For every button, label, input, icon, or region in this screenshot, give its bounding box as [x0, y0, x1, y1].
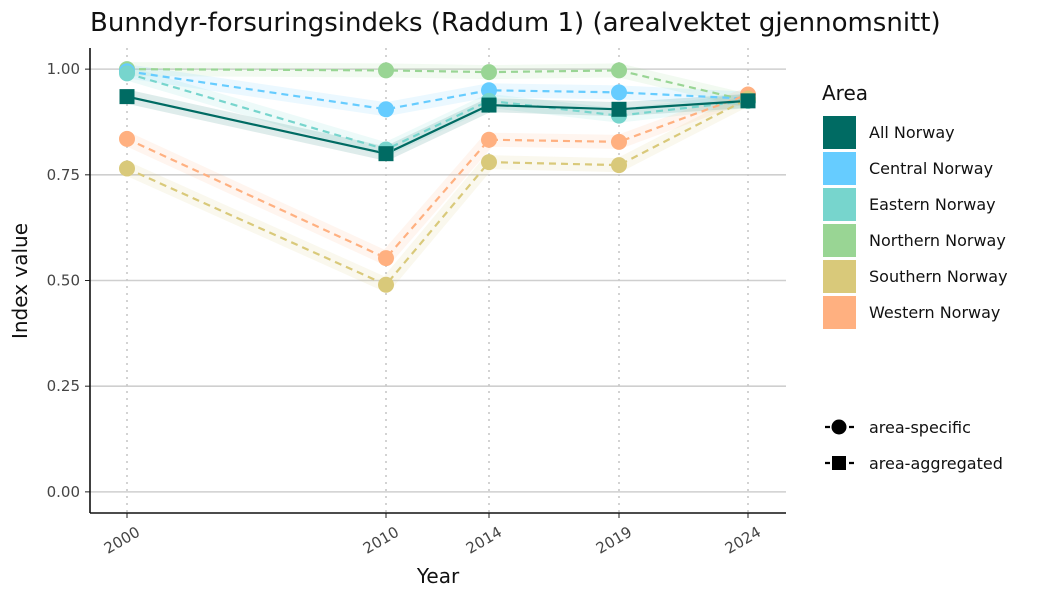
legend-swatch: [823, 224, 856, 257]
shape-legend: area-specific area-aggregated: [825, 418, 1003, 473]
point-all-norway: [119, 89, 135, 105]
y-tick-label: 0.75: [47, 166, 80, 184]
y-tick-labels: 0.00 0.25 0.50 0.75 1.00: [47, 60, 80, 501]
y-tick-label: 0.00: [47, 483, 80, 501]
legend-label: Central Norway: [869, 159, 993, 178]
y-axis-title: Index value: [8, 223, 32, 339]
x-tick-label: 2024: [722, 523, 764, 558]
point-southern-norway: [119, 160, 135, 177]
x-tick-label: 2019: [593, 523, 635, 558]
y-tick-label: 1.00: [47, 60, 80, 78]
circle-marker-icon: [831, 419, 847, 435]
point-central-norway: [611, 84, 627, 101]
y-tick-label: 0.50: [47, 272, 80, 290]
line-western-norway: [126, 93, 749, 260]
point-central-norway: [378, 101, 394, 118]
x-tick-label: 2010: [360, 523, 402, 558]
point-western-norway: [119, 130, 135, 147]
shape-legend-label: area-aggregated: [869, 454, 1003, 473]
point-all-norway: [378, 146, 394, 162]
legend-swatch: [823, 188, 856, 221]
point-northern-norway: [378, 62, 394, 79]
legend-label: Northern Norway: [869, 231, 1006, 250]
point-eastern-norway: [119, 65, 135, 82]
point-northern-norway: [611, 62, 627, 79]
x-axis-title: Year: [416, 564, 460, 588]
shape-legend-label: area-specific: [869, 418, 971, 437]
point-southern-norway: [378, 276, 394, 293]
point-all-norway: [611, 101, 627, 117]
y-tick-label: 0.25: [47, 377, 80, 395]
point-western-norway: [378, 250, 394, 267]
legend: All Norway Central Norway Eastern Norway No…: [823, 116, 1008, 329]
legend-label: All Norway: [869, 123, 955, 142]
point-southern-norway: [611, 157, 627, 174]
point-all-norway: [481, 97, 497, 113]
legend-label: Western Norway: [869, 303, 1000, 322]
axes: [89, 48, 786, 514]
x-tick-labels: 2000 2010 2014 2019 2024: [101, 523, 764, 558]
series-points: [119, 61, 756, 293]
square-marker-icon: [832, 456, 846, 470]
line-eastern-norway: [126, 72, 749, 151]
legend-swatch: [823, 260, 856, 293]
x-tick-label: 2000: [101, 523, 143, 558]
legend-title: Area: [822, 81, 868, 105]
legend-label: Southern Norway: [869, 267, 1008, 286]
point-southern-norway: [481, 154, 497, 171]
point-western-norway: [611, 133, 627, 150]
legend-swatch: [823, 116, 856, 149]
point-northern-norway: [481, 64, 497, 81]
legend-swatch: [823, 296, 856, 329]
point-western-norway: [481, 131, 497, 148]
x-tick-label: 2014: [463, 523, 505, 558]
legend-label: Eastern Norway: [869, 195, 996, 214]
point-all-norway: [740, 93, 756, 109]
legend-swatch: [823, 152, 856, 185]
chart-title: Bunndyr-forsuringsindeks (Raddum 1) (are…: [90, 8, 941, 38]
